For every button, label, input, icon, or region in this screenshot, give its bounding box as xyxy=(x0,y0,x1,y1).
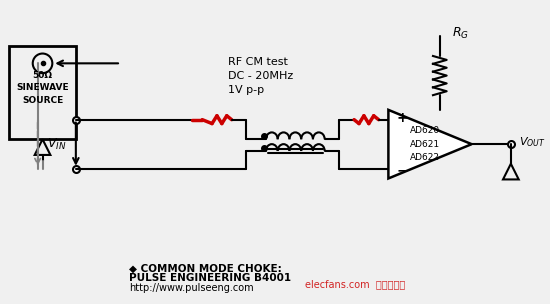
Text: AD620
AD621
AD622: AD620 AD621 AD622 xyxy=(410,126,440,162)
Text: −: − xyxy=(396,164,408,178)
Text: http://www.pulseeng.com: http://www.pulseeng.com xyxy=(129,283,254,293)
Text: PULSE ENGINEERING B4001: PULSE ENGINEERING B4001 xyxy=(129,273,291,283)
Text: RF CM test
DC - 20MHz
1V p-p: RF CM test DC - 20MHz 1V p-p xyxy=(228,57,293,95)
Polygon shape xyxy=(388,110,472,178)
Text: $V_{IN}$: $V_{IN}$ xyxy=(47,136,66,152)
Text: $R_G$: $R_G$ xyxy=(452,26,469,41)
Text: ◆ COMMON MODE CHOKE:: ◆ COMMON MODE CHOKE: xyxy=(129,264,282,274)
Text: elecfans.com  电子发烧友: elecfans.com 电子发烧友 xyxy=(305,279,405,289)
Text: $V_{OUT}$: $V_{OUT}$ xyxy=(519,135,546,149)
Bar xyxy=(9,46,76,139)
Text: 50Ω
SINEWAVE
SOURCE: 50Ω SINEWAVE SOURCE xyxy=(16,71,69,105)
Text: +: + xyxy=(396,111,408,125)
